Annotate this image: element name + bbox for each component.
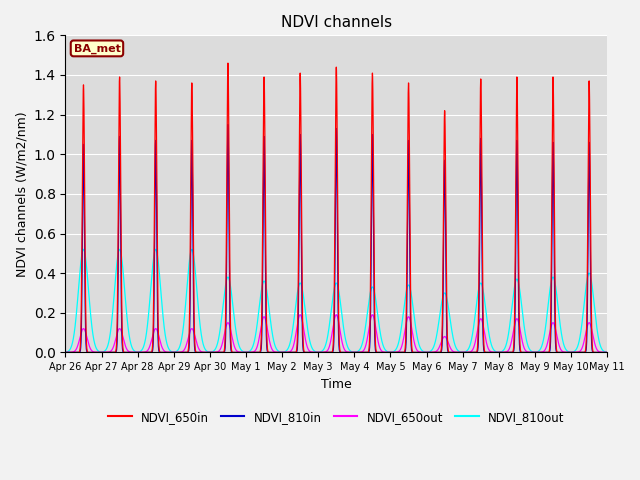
NDVI_810in [411, 349, 419, 355]
NDVI_810in [488, 349, 496, 355]
NDVI_650out [369, 312, 376, 318]
NDVI_810out [79, 247, 87, 252]
NDVI_810in [602, 349, 609, 355]
Line: NDVI_810out: NDVI_810out [65, 250, 607, 352]
NDVI_810out [411, 320, 419, 325]
NDVI_810in [224, 122, 232, 128]
NDVI_650in [411, 349, 419, 355]
NDVI_650in [172, 349, 179, 355]
NDVI_650in [488, 349, 496, 355]
NDVI_650in [604, 349, 611, 355]
NDVI_810out [604, 349, 611, 355]
NDVI_810in [177, 349, 185, 355]
NDVI_810out [264, 299, 272, 305]
NDVI_650in [61, 349, 69, 355]
NDVI_650out [264, 331, 272, 337]
NDVI_810in [604, 349, 611, 355]
NDVI_650out [488, 349, 496, 355]
Text: BA_met: BA_met [74, 43, 120, 54]
Line: NDVI_650out: NDVI_650out [65, 315, 607, 352]
NDVI_810in [172, 349, 179, 355]
NDVI_810out [488, 344, 496, 349]
NDVI_810in [61, 349, 69, 355]
NDVI_650out [172, 349, 179, 355]
NDVI_810out [61, 349, 69, 355]
NDVI_810in [264, 349, 272, 355]
NDVI_650out [411, 342, 419, 348]
NDVI_650in [602, 349, 609, 355]
NDVI_650out [61, 349, 69, 355]
X-axis label: Time: Time [321, 378, 351, 391]
NDVI_810out [172, 349, 179, 355]
NDVI_650out [602, 349, 609, 355]
NDVI_650in [264, 349, 272, 355]
NDVI_650out [177, 349, 185, 355]
Title: NDVI channels: NDVI channels [281, 15, 392, 30]
NDVI_650in [177, 349, 185, 355]
NDVI_810out [177, 337, 185, 343]
Legend: NDVI_650in, NDVI_810in, NDVI_650out, NDVI_810out: NDVI_650in, NDVI_810in, NDVI_650out, NDV… [103, 406, 570, 428]
Line: NDVI_810in: NDVI_810in [65, 125, 607, 352]
NDVI_810out [602, 349, 609, 355]
NDVI_650out [604, 349, 611, 355]
NDVI_650in [224, 60, 232, 66]
Y-axis label: NDVI channels (W/m2/nm): NDVI channels (W/m2/nm) [15, 111, 28, 276]
Line: NDVI_650in: NDVI_650in [65, 63, 607, 352]
